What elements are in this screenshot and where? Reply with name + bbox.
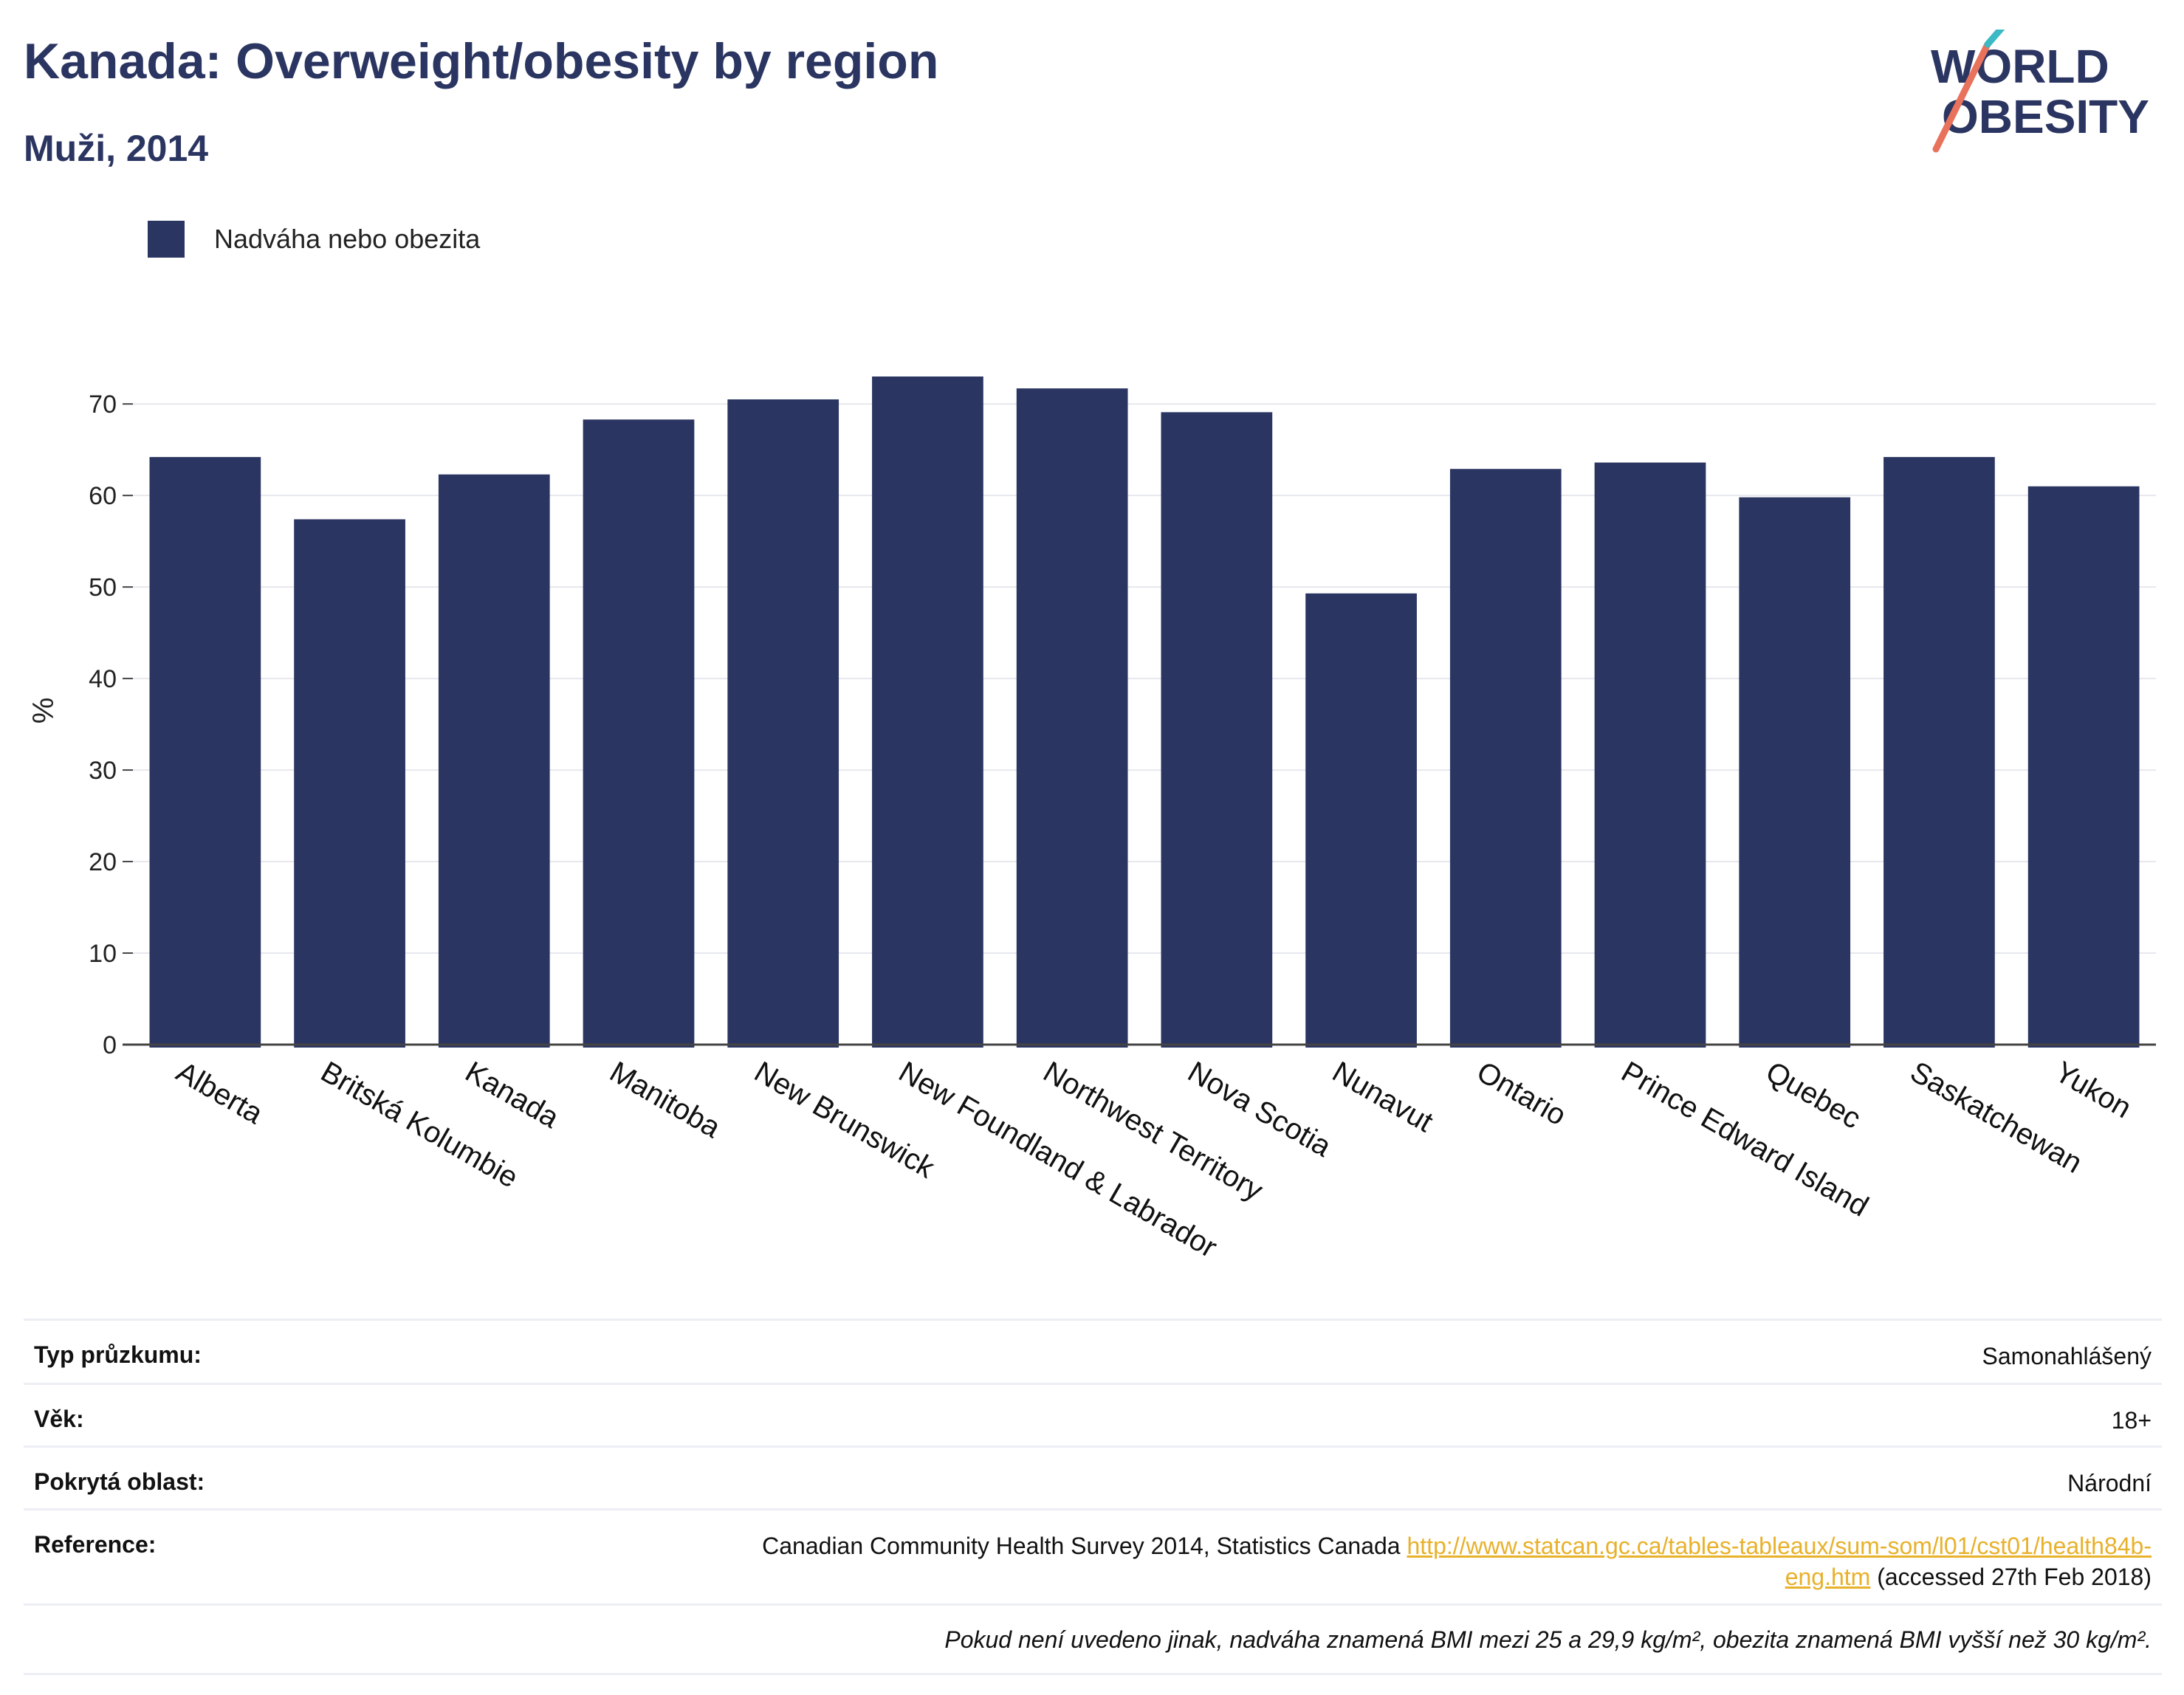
bar-6 [1016,388,1128,1048]
world-obesity-logo: WORLD OBESITY [1931,30,2149,153]
bar-8 [1305,593,1417,1048]
reference-value: Canadian Community Health Survey 2014, S… [762,1531,2152,1603]
bar-13 [2027,486,2140,1048]
info-row-area: Pokrytá oblast: Národní [24,1445,2162,1508]
x-tick-label-0: Alberta [171,1056,268,1131]
y-tick-label-30: 30 [89,757,117,785]
legend[interactable]: Nadváha nebo obezita [148,220,480,258]
bar-10 [1594,462,1706,1048]
bar-0 [149,457,261,1048]
reference-label: Reference: [34,1531,157,1558]
legend-label: Nadváha nebo obezita [214,224,481,254]
logo-word-obesity: OBESITY [1942,90,2149,143]
survey-type-label: Typ průzkumu: [34,1341,202,1368]
bar-3 [583,419,695,1048]
info-table: Typ průzkumu: Samonahlášený Věk: 18+ Pok… [24,1318,2162,1675]
y-tick-label-20: 20 [89,848,117,876]
y-tick-label-60: 60 [89,482,117,510]
bar-12 [1883,457,1995,1048]
y-tick-label-10: 10 [89,940,117,968]
chart-subtitle: Muži, 2014 [24,128,209,169]
reference-text: Canadian Community Health Survey 2014, S… [762,1533,1401,1559]
y-tick-label-40: 40 [89,665,117,693]
bar-2 [438,474,550,1048]
legend-swatch [148,221,185,258]
reference-link-end[interactable]: eng.htm [1785,1563,1871,1590]
reference-accessed: (accessed 27th Feb 2018) [1877,1563,2152,1590]
bmi-footnote: Pokud není uvedeno jinak, nadváha znamen… [24,1603,2162,1675]
bar-7 [1161,412,1273,1048]
x-tick-label-8: Nunavut [1327,1056,1438,1139]
bar-1 [294,519,405,1048]
survey-type-value: Samonahlášený [1982,1343,2152,1369]
y-tick-label-50: 50 [89,574,117,602]
y-tick-label-70: 70 [89,391,117,419]
age-label: Věk: [34,1406,84,1432]
chart-title: Kanada: Overweight/obesity by region [24,33,939,89]
reference-link[interactable]: http://www.statcan.gc.ca/tables-tableaux… [1407,1533,2152,1559]
x-tick-label-13: Yukon [2050,1056,2137,1125]
bar-9 [1449,469,1562,1048]
x-tick-label-3: Manitoba [605,1056,727,1145]
logo-slash-orange [1932,41,1991,153]
info-row-survey-type: Typ průzkumu: Samonahlášený [24,1318,2162,1383]
y-tick-label-0: 0 [103,1031,117,1059]
age-value: 18+ [2111,1407,2152,1434]
logo-word-world: WORLD [1931,40,2109,93]
info-row-age: Věk: 18+ [24,1383,2162,1445]
x-tick-label-10: Prince Edward Island [1616,1056,1874,1223]
y-axis-label: % [27,698,60,724]
x-tick-label-9: Ontario [1472,1056,1572,1132]
x-tick-label-11: Quebec [1760,1056,1866,1135]
logo-slash-teal [1984,30,2005,48]
area-label: Pokrytá oblast: [34,1468,205,1495]
bar-4 [727,399,839,1048]
info-row-reference: Reference: Canadian Community Health Sur… [24,1508,2162,1603]
x-tick-label-2: Kanada [460,1056,565,1135]
area-value: Národní [2067,1470,2152,1496]
bar-11 [1739,497,1851,1048]
bar-5 [872,377,983,1048]
